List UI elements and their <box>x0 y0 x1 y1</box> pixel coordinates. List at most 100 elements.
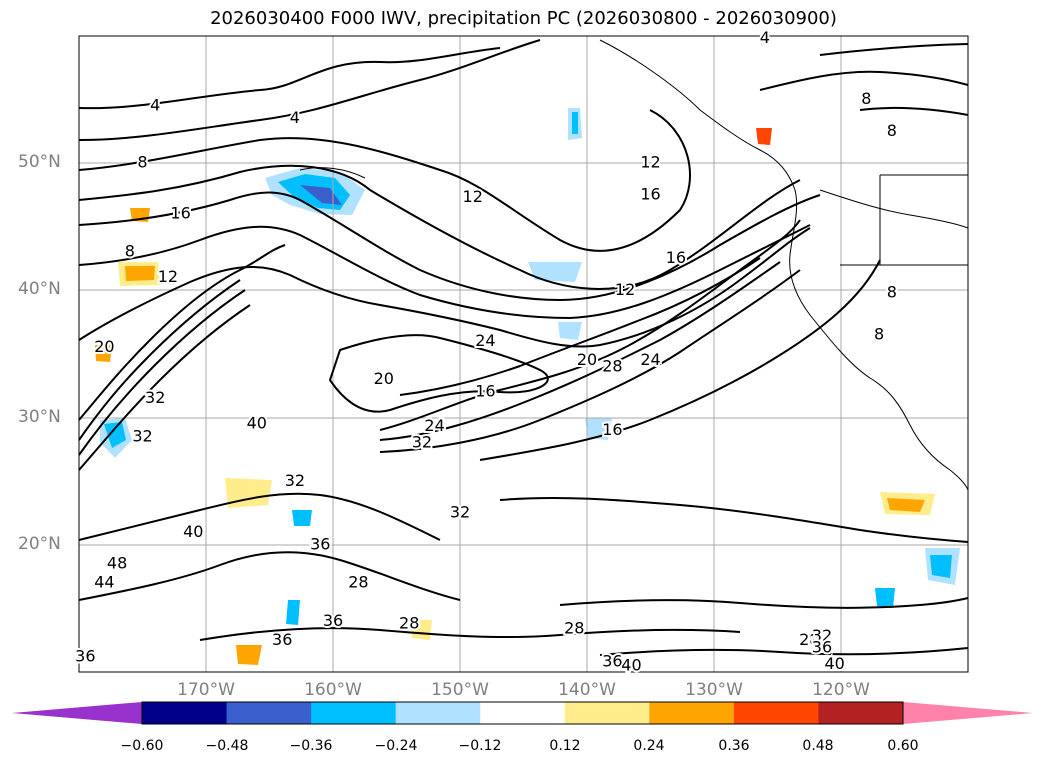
contour-label: 28 <box>399 613 419 632</box>
contour-label: 28 <box>564 619 584 638</box>
contour-label: 12 <box>463 187 483 206</box>
colorbar-tick: −0.60 <box>120 738 164 754</box>
contour-label: 8 <box>887 282 897 301</box>
colorbar-tick: −0.24 <box>374 738 418 754</box>
colorbar-lower-extension <box>12 702 142 724</box>
lat-label-20n: 20°N <box>18 534 61 554</box>
contour-label: 36 <box>323 611 343 630</box>
contour-label: 40 <box>247 414 267 433</box>
coastline <box>299 39 969 491</box>
negative-precip-patch <box>930 555 952 578</box>
colorbar <box>12 701 1033 725</box>
contour-label: 4 <box>150 95 160 114</box>
colorbar-segment <box>649 702 735 724</box>
contour-label: 40 <box>183 522 203 541</box>
lat-label-30n: 30°N <box>18 407 61 427</box>
lon-label-160w: 160°W <box>304 680 362 700</box>
lon-label-120w: 120°W <box>812 680 870 700</box>
contour-label: 32 <box>412 433 432 452</box>
contour-labels: 4448888881212121216161616162020202424242… <box>73 26 899 677</box>
colorbar-tick: −0.12 <box>458 738 502 754</box>
contour-label: 16 <box>170 204 190 223</box>
contour-label: 36 <box>602 652 622 671</box>
graticule <box>79 36 968 672</box>
colorbar-segment <box>480 702 566 724</box>
contour-label: 36 <box>75 647 95 666</box>
lon-label-140w: 140°W <box>558 680 616 700</box>
negative-precip-patch <box>558 322 582 340</box>
lon-label-130w: 130°W <box>685 680 743 700</box>
negative-precip-patch <box>875 588 895 608</box>
colorbar-tick: −0.36 <box>289 738 333 754</box>
positive-precip-patch <box>225 478 272 508</box>
contour-label: 32 <box>450 503 470 522</box>
colorbar-segment <box>733 702 819 724</box>
contour-label: 24 <box>424 416 444 435</box>
colorbar-frame <box>141 701 904 725</box>
negative-precip-patch <box>300 185 342 205</box>
contour-label: 36 <box>812 638 832 657</box>
contour-label: 12 <box>615 280 635 299</box>
contour-label: 32 <box>132 426 152 445</box>
colorbar-segment <box>395 702 481 724</box>
contour-label: 20 <box>374 369 394 388</box>
colorbar-tick: 0.48 <box>802 738 834 754</box>
contour-label: 40 <box>824 654 844 673</box>
lon-label-150w: 150°W <box>431 680 489 700</box>
contour-label: 4 <box>760 28 770 47</box>
contour-label: 16 <box>602 420 622 439</box>
lon-label-170w: 170°W <box>177 680 235 700</box>
contour-label: 28 <box>348 573 368 592</box>
positive-precip-patch <box>125 266 155 281</box>
contour-label: 16 <box>475 382 495 401</box>
colorbar-segment <box>564 702 650 724</box>
negative-precip-patch <box>572 112 578 134</box>
contour-label: 16 <box>640 184 660 203</box>
contour-label: 48 <box>107 554 127 573</box>
colorbar-tick: 0.36 <box>718 738 750 754</box>
contour-label: 20 <box>94 337 114 356</box>
colorbar-tick: 0.60 <box>887 738 919 754</box>
lat-label-50n: 50°N <box>18 152 61 172</box>
negative-precip-patch <box>528 262 582 282</box>
contour-label: 16 <box>666 248 686 267</box>
positive-precip-patch <box>236 645 262 665</box>
colorbar-upper-extension <box>903 702 1033 724</box>
contour-label: 12 <box>158 267 178 286</box>
contour-label: 8 <box>137 153 147 172</box>
contour-label: 8 <box>874 324 884 343</box>
contour-label: 28 <box>602 356 622 375</box>
contour-label: 36 <box>310 535 330 554</box>
negative-precip-patch <box>286 600 300 625</box>
contour-label: 8 <box>861 89 871 108</box>
contour-label: 32 <box>285 471 305 490</box>
map-title: 2026030400 F000 IWV, precipitation PC (2… <box>210 8 837 29</box>
contour-label: 44 <box>94 573 114 592</box>
colorbar-segment <box>311 702 397 724</box>
colorbar-segment <box>226 702 312 724</box>
map-frame <box>78 35 969 673</box>
negative-precip-patch <box>104 422 126 448</box>
colorbar-tick: 0.24 <box>633 738 665 754</box>
contour-label: 32 <box>145 388 165 407</box>
contour-label: 12 <box>640 153 660 172</box>
contour-label: 32 <box>812 626 832 645</box>
contour-label: 8 <box>887 121 897 140</box>
iwv-contours <box>78 39 969 656</box>
contour-label: 8 <box>125 242 135 261</box>
colorbar-segment <box>142 702 228 724</box>
positive-precip-patch <box>887 498 925 512</box>
contour-label: 40 <box>621 655 641 674</box>
positive-precip-patch <box>756 128 772 145</box>
contour-label: 24 <box>475 331 495 350</box>
contour-label: 28 <box>799 630 819 649</box>
positive-precip-patch <box>95 345 112 362</box>
colorbar-segment <box>818 702 904 724</box>
contour-label: 20 <box>577 350 597 369</box>
lat-label-40n: 40°N <box>18 279 61 299</box>
negative-precip-patch <box>292 510 312 526</box>
colorbar-tick: −0.48 <box>205 738 249 754</box>
contour-label: 4 <box>290 108 300 127</box>
positive-precip-patch <box>410 620 432 640</box>
